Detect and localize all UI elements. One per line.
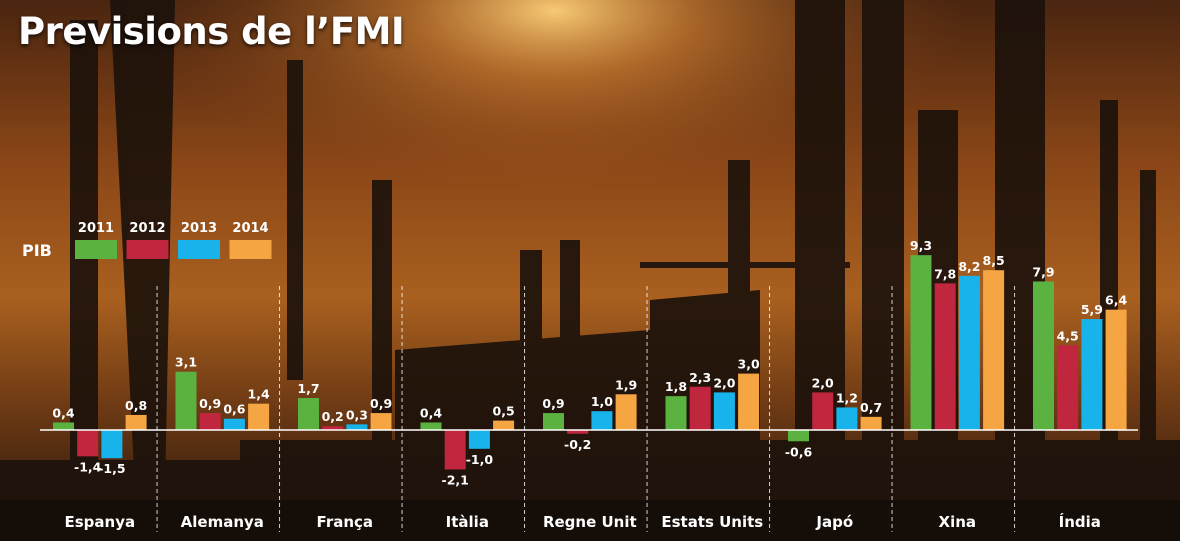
data-label: 0,5 xyxy=(493,404,515,419)
data-label: 1,0 xyxy=(591,394,613,409)
bar xyxy=(444,430,466,470)
data-label: 9,3 xyxy=(910,238,932,253)
data-label: 3,1 xyxy=(175,355,197,370)
data-label: -0,6 xyxy=(785,444,813,459)
category-label: Itàlia xyxy=(446,513,489,531)
data-label: 4,5 xyxy=(1057,328,1079,343)
bar xyxy=(370,413,392,430)
bar xyxy=(689,386,711,430)
chart-title: Previsions de l’FMI xyxy=(18,10,405,53)
data-label: 7,8 xyxy=(934,266,956,281)
bar xyxy=(53,422,74,430)
bar xyxy=(958,275,980,430)
bar xyxy=(788,430,809,442)
legend-swatch xyxy=(178,240,220,259)
category-label: França xyxy=(317,513,374,531)
data-label: 0,9 xyxy=(199,396,221,411)
data-label: -2,1 xyxy=(442,472,469,487)
bar xyxy=(665,396,687,430)
data-label: 7,9 xyxy=(1032,264,1054,279)
legend-label: 2011 xyxy=(78,221,114,236)
bar xyxy=(199,413,221,430)
bar xyxy=(223,418,245,430)
data-label: 2,0 xyxy=(812,375,834,390)
data-label: 0,4 xyxy=(52,405,74,420)
bar xyxy=(77,430,99,457)
category-label: Estats Units xyxy=(661,513,763,531)
bar xyxy=(175,371,197,430)
data-label: 2,0 xyxy=(713,375,735,390)
category-label: Alemanya xyxy=(181,513,264,531)
bar xyxy=(934,283,956,430)
bar xyxy=(591,411,613,430)
bar xyxy=(125,414,147,430)
data-label: 3,0 xyxy=(738,357,760,372)
bar xyxy=(298,398,319,430)
data-label: 0,3 xyxy=(346,407,368,422)
legend-label: 2012 xyxy=(129,221,165,236)
bar xyxy=(468,430,490,449)
data-label: 0,2 xyxy=(322,409,344,424)
data-label: 0,9 xyxy=(542,396,564,411)
category-labels: Espanya Alemanya França Itàlia Regne Unit Est… xyxy=(64,512,1100,531)
data-label: -0,2 xyxy=(564,437,591,452)
data-label: -1,4 xyxy=(74,459,102,474)
bar xyxy=(713,392,735,430)
data-label: 1,4 xyxy=(248,387,270,402)
measure-label: PIB xyxy=(22,241,52,260)
legend-swatch xyxy=(75,240,117,259)
category-label: Regne Unit xyxy=(543,513,637,531)
bar xyxy=(910,255,932,430)
data-label: 5,9 xyxy=(1081,302,1103,317)
legend-label: 2013 xyxy=(181,221,217,236)
category-label: Espanya xyxy=(64,513,135,531)
bar xyxy=(836,407,858,430)
data-label: 1,9 xyxy=(615,377,637,392)
legend: PIB 2011 2012 2013 2014 xyxy=(22,221,272,260)
bar xyxy=(1033,281,1054,430)
data-label: 1,2 xyxy=(836,390,858,405)
bar xyxy=(1057,345,1079,430)
bar xyxy=(101,430,123,459)
bar-series xyxy=(53,255,1127,470)
legend-label: 2014 xyxy=(232,221,268,236)
bar xyxy=(493,420,515,430)
bar xyxy=(1081,319,1103,430)
category-label: Xina xyxy=(939,513,977,531)
bar xyxy=(1105,309,1127,430)
legend-swatch xyxy=(126,240,169,259)
data-label: 1,7 xyxy=(297,381,319,396)
bar xyxy=(543,413,564,430)
data-label: 0,7 xyxy=(860,400,882,415)
data-label: -1,5 xyxy=(98,461,125,476)
bar xyxy=(567,430,589,434)
category-label: Índia xyxy=(1059,512,1101,531)
bar xyxy=(812,392,834,430)
category-label: Japó xyxy=(815,513,853,531)
data-labels: 0,4 3,1 1,7 0,4 0,9 1,8 -0,6 9,3 7,9 -1,4 0,9 0,2 -2… xyxy=(52,238,1127,487)
bar xyxy=(248,403,270,430)
data-label: 6,4 xyxy=(1105,293,1127,308)
data-label: 8,5 xyxy=(983,253,1005,268)
data-label: -1,0 xyxy=(466,452,494,467)
bar xyxy=(420,422,442,430)
bar xyxy=(346,424,368,430)
data-label: 0,8 xyxy=(125,398,147,413)
bar xyxy=(738,373,760,430)
data-label: 8,2 xyxy=(958,259,980,274)
data-label: 2,3 xyxy=(689,370,711,385)
data-label: 0,6 xyxy=(223,402,245,417)
bar xyxy=(615,394,637,430)
data-label: 0,9 xyxy=(370,396,392,411)
bar xyxy=(983,270,1005,430)
legend-swatch xyxy=(229,240,272,259)
bar xyxy=(322,426,344,430)
data-label: 1,8 xyxy=(665,379,687,394)
bar xyxy=(860,416,882,430)
category-separators xyxy=(156,286,1016,532)
data-label: 0,4 xyxy=(420,405,442,420)
